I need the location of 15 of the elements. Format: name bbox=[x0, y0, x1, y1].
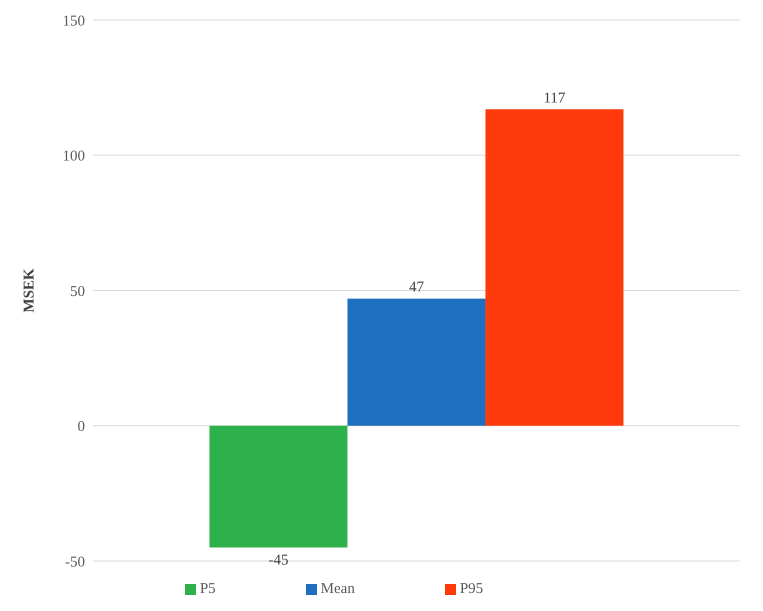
y-tick-label: 0 bbox=[78, 419, 85, 436]
data-label: 47 bbox=[408, 280, 424, 296]
data-label: -45 bbox=[268, 552, 288, 568]
legend-label: P95 bbox=[460, 581, 484, 597]
data-label: 117 bbox=[543, 90, 566, 106]
y-tick-label: -50 bbox=[65, 554, 85, 570]
legend-label: P5 bbox=[200, 581, 216, 597]
y-tick-label: 100 bbox=[62, 148, 85, 165]
y-tick-label: 150 bbox=[62, 13, 85, 30]
bar bbox=[485, 109, 624, 426]
y-axis-title: MSEK bbox=[21, 268, 38, 313]
legend-label: Mean bbox=[320, 581, 355, 597]
bar bbox=[209, 426, 348, 548]
y-tick-label: 50 bbox=[70, 284, 85, 300]
bar bbox=[347, 298, 486, 426]
